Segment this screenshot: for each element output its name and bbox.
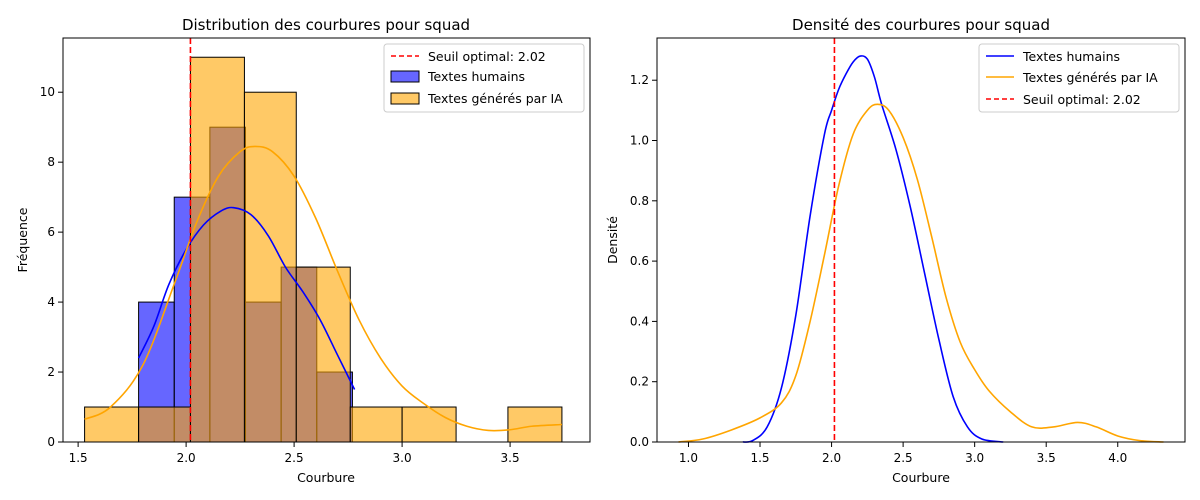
histogram-y-tick-label: 8: [47, 155, 55, 169]
histogram-x-tick-label: 1.5: [69, 451, 88, 465]
histogram-legend: Seuil optimal: 2.02 Textes humains Texte…: [383, 43, 585, 113]
density-y-tick-label: 0.4: [630, 314, 649, 328]
ai-density-line: [678, 103, 1164, 443]
density-x-tick-label: 3.5: [1037, 451, 1056, 465]
density-panel: Densité des courbures pour squad 1.0 1.5 2…: [605, 16, 1186, 485]
density-y-tick-label: 0.2: [630, 375, 649, 389]
density-x-tick-label: 2.0: [822, 451, 841, 465]
density-y-tick-label: 0.0: [630, 435, 649, 449]
histogram-y-tick-label: 10: [40, 85, 55, 99]
human-density-line: [742, 55, 1004, 443]
density-x-tick-label: 3.0: [965, 451, 984, 465]
histogram-title: Distribution des courbures pour squad: [182, 16, 470, 34]
ai-hist-bar: [349, 406, 403, 443]
density-legend-box: [978, 43, 1180, 113]
ai-hist-bar: [138, 406, 191, 443]
ai-hist-bar: [243, 91, 297, 443]
legend-human-line-label: Textes humains: [1022, 49, 1120, 64]
ai-hist-bar: [84, 406, 140, 443]
legend-human-swatch: [390, 70, 420, 83]
human-kde-line: [137, 206, 356, 390]
legend-ai-line-label: Textes générés par IA: [1022, 70, 1158, 85]
density-x-tick-label: 1.0: [679, 451, 698, 465]
density-x-tick-label: 2.5: [894, 451, 913, 465]
histogram-plot-area: 1.5 2.0 2.5 3.0 3.5 0 2 4 6 8 10: [40, 37, 591, 465]
density-y-tick-label: 1.0: [630, 134, 649, 148]
histogram-legend-box: [383, 43, 585, 113]
histogram-x-tick-label: 3.0: [393, 451, 412, 465]
histogram-y-tick-label: 2: [47, 365, 55, 379]
density-frame: [656, 37, 1186, 443]
ai-hist-bar: [401, 406, 457, 443]
ai-kde-line: [84, 145, 562, 432]
legend-human-label: Textes humains: [427, 69, 525, 84]
histogram-frame: [62, 37, 591, 443]
histogram-panel: Distribution des courbures pour squad 1.…: [15, 16, 591, 485]
density-x-tick-label: 4.0: [1108, 451, 1127, 465]
histogram-y-label: Fréquence: [15, 207, 30, 272]
density-y-label: Densité: [605, 216, 620, 264]
histogram-y-tick-label: 6: [47, 225, 55, 239]
legend-ai-swatch: [390, 92, 420, 105]
histogram-x-label: Courbure: [297, 470, 355, 485]
density-legend: Textes humains Textes générés par IA Seu…: [978, 43, 1180, 113]
legend-ai-label: Textes générés par IA: [427, 91, 563, 106]
density-x-label: Courbure: [892, 470, 950, 485]
density-y-tick-label: 0.8: [630, 194, 649, 208]
histogram-x-tick-label: 2.0: [177, 451, 196, 465]
histogram-y-tick-label: 4: [47, 295, 55, 309]
histogram-x-tick-label: 2.5: [285, 451, 304, 465]
density-plot-area: 1.0 1.5 2.0 2.5 3.0 3.5 4.0 0.0 0.2 0.4 0.6 0.8 1.0 1…: [630, 37, 1186, 465]
legend-threshold-line-label: Seuil optimal: 2.02: [1023, 92, 1141, 107]
histogram-x-tick-label: 3.5: [501, 451, 520, 465]
density-x-tick-label: 1.5: [750, 451, 769, 465]
density-y-tick-label: 1.2: [630, 73, 649, 87]
ai-hist-bar: [189, 56, 245, 443]
legend-threshold-label: Seuil optimal: 2.02: [428, 49, 546, 64]
density-y-tick-label: 0.6: [630, 254, 649, 268]
density-title: Densité des courbures pour squad: [792, 16, 1050, 34]
histogram-y-tick-label: 0: [47, 435, 55, 449]
